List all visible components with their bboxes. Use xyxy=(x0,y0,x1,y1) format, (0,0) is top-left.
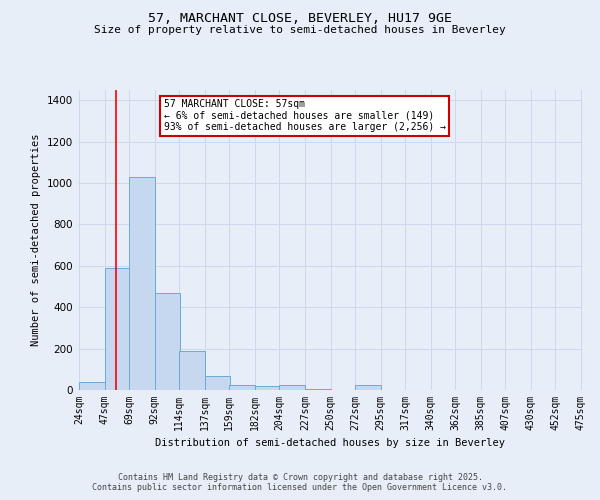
Y-axis label: Number of semi-detached properties: Number of semi-detached properties xyxy=(31,134,41,346)
X-axis label: Distribution of semi-detached houses by size in Beverley: Distribution of semi-detached houses by … xyxy=(155,438,505,448)
Bar xyxy=(229,385,255,390)
Text: Contains HM Land Registry data © Crown copyright and database right 2025.
Contai: Contains HM Land Registry data © Crown c… xyxy=(92,473,508,492)
Text: 57, MARCHANT CLOSE, BEVERLEY, HU17 9GE: 57, MARCHANT CLOSE, BEVERLEY, HU17 9GE xyxy=(148,12,452,26)
Bar xyxy=(205,376,230,390)
Bar xyxy=(305,389,331,390)
Bar xyxy=(155,293,181,390)
Bar xyxy=(129,177,155,390)
Bar xyxy=(280,385,305,390)
Text: 57 MARCHANT CLOSE: 57sqm
← 6% of semi-detached houses are smaller (149)
93% of s: 57 MARCHANT CLOSE: 57sqm ← 6% of semi-de… xyxy=(164,99,446,132)
Bar xyxy=(179,350,205,390)
Bar xyxy=(105,268,130,390)
Text: Size of property relative to semi-detached houses in Beverley: Size of property relative to semi-detach… xyxy=(94,25,506,35)
Bar xyxy=(255,386,280,390)
Bar xyxy=(355,385,380,390)
Bar xyxy=(79,382,105,390)
